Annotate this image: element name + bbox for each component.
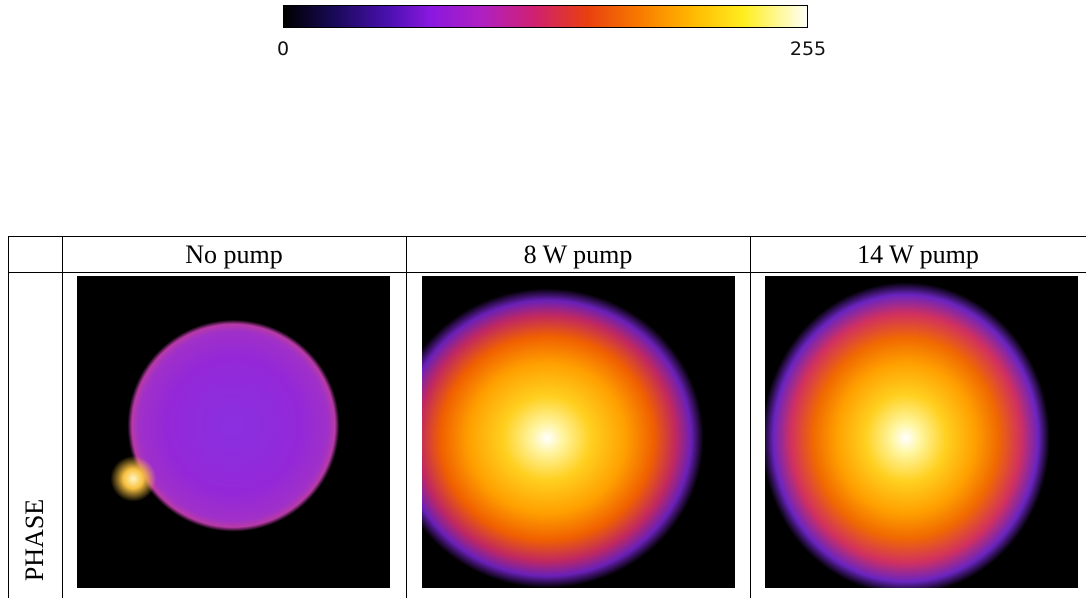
row-label: PHASE: [20, 498, 49, 582]
phase-image: [77, 276, 390, 588]
column-header: 8 W pump: [523, 240, 633, 269]
table-rule: [62, 236, 63, 598]
table-rule: [406, 236, 407, 598]
colorbar-tick-label: 0: [276, 38, 290, 60]
column-header: 14 W pump: [857, 240, 979, 269]
table-rule: [8, 236, 1086, 237]
table-rule: [750, 236, 751, 598]
column-header: No pump: [185, 240, 283, 269]
colorbar: [283, 5, 808, 28]
phase-image: [765, 276, 1078, 588]
table-rule: [8, 272, 1086, 273]
colorbar-tick-label: 255: [789, 38, 827, 60]
table-rule: [8, 236, 9, 598]
phase-image: [422, 276, 735, 588]
